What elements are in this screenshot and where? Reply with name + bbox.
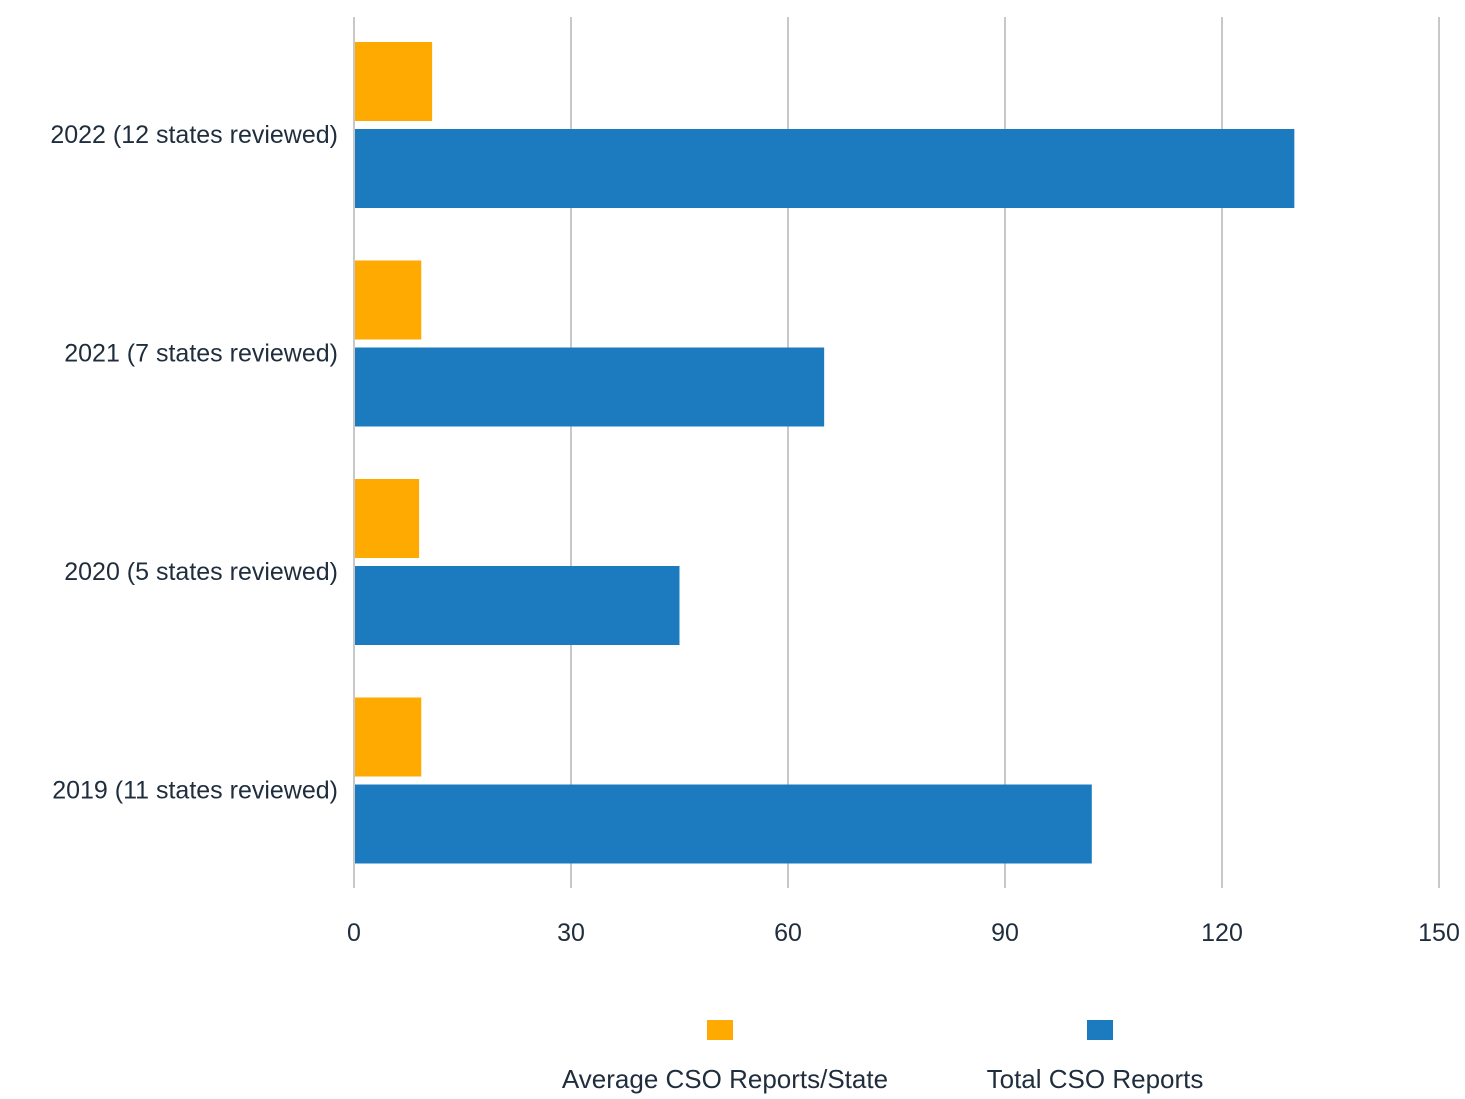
axes: [353, 17, 355, 888]
x-tick-label: 60: [774, 919, 802, 947]
legend-label: Average CSO Reports/State: [562, 1064, 888, 1094]
bar-average: [354, 260, 422, 340]
legend-swatch: [707, 1020, 733, 1040]
category-label: 2019 (11 states reviewed): [52, 777, 338, 805]
bar-total: [354, 347, 825, 427]
x-tick-labels: 0 30 60 90 120 150: [347, 919, 1460, 947]
bar-total: [354, 129, 1295, 208]
x-tick-label: 0: [347, 919, 361, 947]
category-label: 2022 (12 states reviewed): [50, 121, 338, 149]
bars: [354, 42, 1295, 864]
x-tick-label: 30: [557, 919, 585, 947]
category-label: 2020 (5 states reviewed): [64, 558, 338, 586]
category-label: 2021 (7 states reviewed): [64, 340, 338, 368]
legend-label: Total CSO Reports: [987, 1064, 1204, 1094]
bar-total: [354, 566, 680, 645]
category-labels: 2022 (12 states reviewed) 2021 (7 states …: [50, 121, 338, 805]
x-tick-label: 120: [1201, 919, 1243, 947]
bar-total: [354, 784, 1092, 864]
x-tick-label: 90: [991, 919, 1019, 947]
x-tick-label: 150: [1418, 919, 1460, 947]
bar-average: [354, 42, 433, 121]
legend: Average CSO Reports/State Total CSO Repor…: [562, 1020, 1203, 1094]
legend-swatch: [1087, 1020, 1113, 1040]
bar-average: [354, 479, 420, 558]
bar-average: [354, 697, 422, 777]
